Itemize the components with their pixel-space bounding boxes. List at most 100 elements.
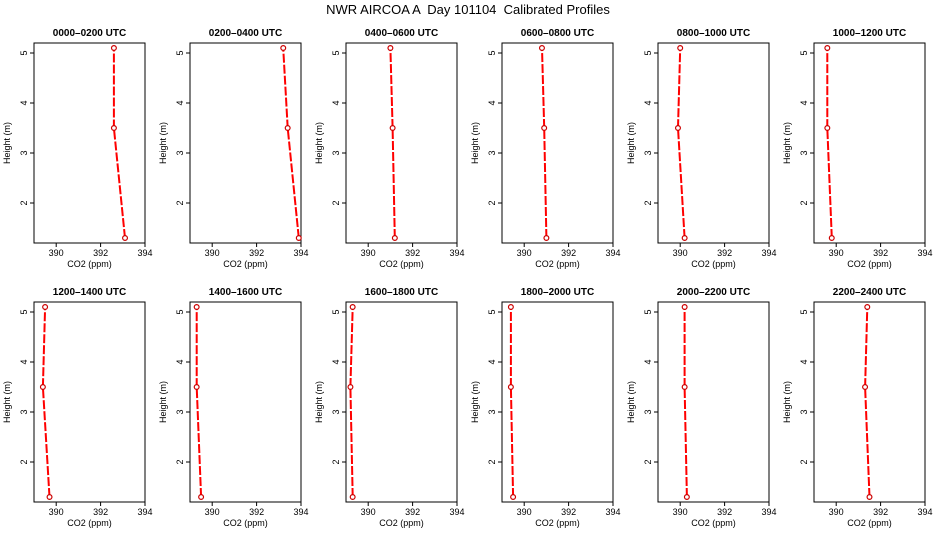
y-axis-label: Height (m) xyxy=(2,381,12,423)
y-tick-label: 2 xyxy=(175,200,185,205)
data-point xyxy=(193,384,200,391)
data-point xyxy=(681,304,688,311)
x-tick-label: 394 xyxy=(449,248,464,258)
x-tick-label: 392 xyxy=(873,507,888,517)
y-tick-label: 2 xyxy=(175,459,185,464)
y-tick-label: 5 xyxy=(487,50,497,55)
data-point xyxy=(541,124,548,131)
x-axis-label: CO2 (ppm) xyxy=(379,259,424,269)
y-tick-label: 3 xyxy=(331,409,341,414)
x-tick-label: 394 xyxy=(293,248,308,258)
y-axis-label: Height (m) xyxy=(626,381,636,423)
y-tick-label: 4 xyxy=(643,359,653,364)
y-axis-label: Height (m) xyxy=(470,381,480,423)
y-tick-label: 2 xyxy=(331,200,341,205)
x-axis-label: CO2 (ppm) xyxy=(535,518,580,528)
x-tick-label: 392 xyxy=(717,248,732,258)
profile-line xyxy=(282,47,300,239)
panel-title: 0200–0400 UTC xyxy=(209,28,282,39)
panel-8: 1600–1800 UTC 390 392 394 2 3 4 5 CO2 (ppm) Heigh… xyxy=(314,287,465,528)
x-tick-label: 390 xyxy=(49,248,64,258)
profile-line xyxy=(349,306,354,498)
y-tick-label: 2 xyxy=(799,200,809,205)
data-point xyxy=(677,44,684,51)
y-tick-label: 4 xyxy=(487,100,497,105)
x-tick-label: 394 xyxy=(449,507,464,517)
y-tick-label: 2 xyxy=(799,459,809,464)
y-tick-label: 2 xyxy=(643,200,653,205)
data-point xyxy=(39,384,46,391)
data-point xyxy=(46,494,53,501)
figure-title: NWR AIRCOA A Day 101104 Calibrated Profi… xyxy=(326,2,610,17)
x-tick-label: 390 xyxy=(361,507,376,517)
y-tick-label: 5 xyxy=(175,50,185,55)
x-tick-label: 392 xyxy=(405,248,420,258)
y-tick-label: 3 xyxy=(643,150,653,155)
panel-title: 2200–2400 UTC xyxy=(833,287,906,298)
x-tick-label: 392 xyxy=(561,248,576,258)
x-tick-label: 394 xyxy=(605,507,620,517)
panel-title: 0800–1000 UTC xyxy=(677,28,750,39)
x-tick-label: 390 xyxy=(673,248,688,258)
y-axis-label: Height (m) xyxy=(314,122,324,164)
data-point xyxy=(42,304,49,311)
x-tick-label: 390 xyxy=(205,507,220,517)
data-point xyxy=(347,384,354,391)
y-tick-label: 5 xyxy=(487,309,497,314)
data-point xyxy=(349,494,356,501)
x-tick-label: 392 xyxy=(405,507,420,517)
panel-7: 1400–1600 UTC 390 392 394 2 3 4 5 CO2 (ppm) Heigh… xyxy=(158,287,309,528)
panel-9: 1800–2000 UTC 390 392 394 2 3 4 5 CO2 (ppm) Heigh… xyxy=(470,287,621,528)
x-axis-label: CO2 (ppm) xyxy=(223,518,268,528)
y-tick-label: 5 xyxy=(643,309,653,314)
panel-3: 0600–0800 UTC 390 392 394 2 3 4 5 CO2 (ppm) Heigh… xyxy=(470,28,621,269)
y-tick-label: 4 xyxy=(19,100,29,105)
y-tick-label: 2 xyxy=(487,459,497,464)
x-tick-label: 390 xyxy=(829,507,844,517)
x-axis-label: CO2 (ppm) xyxy=(67,518,112,528)
data-point xyxy=(543,235,550,242)
data-point xyxy=(193,304,200,311)
y-tick-label: 4 xyxy=(487,359,497,364)
plot-frame xyxy=(33,301,146,503)
plot-frame xyxy=(813,301,926,503)
y-tick-label: 5 xyxy=(19,50,29,55)
y-tick-label: 2 xyxy=(19,459,29,464)
data-point xyxy=(349,304,356,311)
panel-6: 1200–1400 UTC 390 392 394 2 3 4 5 CO2 (ppm) Heigh… xyxy=(2,287,153,528)
x-tick-label: 392 xyxy=(249,248,264,258)
panel-title: 0400–0600 UTC xyxy=(365,28,438,39)
x-tick-label: 394 xyxy=(917,248,932,258)
y-tick-label: 3 xyxy=(799,150,809,155)
y-tick-label: 3 xyxy=(643,409,653,414)
y-tick-label: 3 xyxy=(487,150,497,155)
plot-frame xyxy=(345,301,458,503)
panel-title: 1200–1400 UTC xyxy=(53,287,126,298)
plot-frame xyxy=(345,42,458,244)
x-axis-label: CO2 (ppm) xyxy=(691,259,736,269)
panel-1: 0200–0400 UTC 390 392 394 2 3 4 5 CO2 (ppm) Heigh… xyxy=(158,28,309,269)
data-point xyxy=(683,494,690,501)
x-axis-label: CO2 (ppm) xyxy=(847,259,892,269)
y-axis-label: Height (m) xyxy=(158,122,168,164)
data-point xyxy=(828,235,835,242)
data-point xyxy=(110,44,117,51)
data-point xyxy=(681,235,688,242)
panel-2: 0400–0600 UTC 390 392 394 2 3 4 5 CO2 (ppm) Heigh… xyxy=(314,28,465,269)
y-tick-label: 4 xyxy=(331,100,341,105)
data-point xyxy=(389,124,396,131)
profile-line xyxy=(41,306,51,498)
x-axis-label: CO2 (ppm) xyxy=(223,259,268,269)
y-axis-label: Height (m) xyxy=(782,122,792,164)
x-tick-label: 390 xyxy=(517,507,532,517)
x-tick-label: 392 xyxy=(561,507,576,517)
profile-line xyxy=(509,307,515,498)
plot-frame xyxy=(189,42,302,244)
plot-frame xyxy=(33,42,146,244)
data-point xyxy=(507,304,514,311)
data-point xyxy=(295,235,302,242)
x-tick-label: 392 xyxy=(93,248,108,258)
y-tick-label: 5 xyxy=(799,50,809,55)
y-axis-label: Height (m) xyxy=(470,122,480,164)
